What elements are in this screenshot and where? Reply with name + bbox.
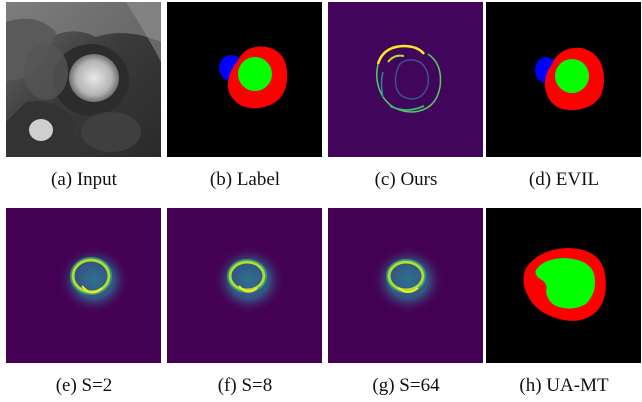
caption-a: (a) Input [51, 169, 117, 190]
panel-e-s2-image [6, 208, 161, 363]
panel-d-evil-image [486, 2, 641, 157]
caption-f: (f) S=8 [217, 375, 273, 396]
panel-a-input-image [6, 2, 161, 157]
panel-f-s8-image [167, 208, 322, 363]
caption-d: (d) EVIL [528, 169, 600, 190]
caption-c: (c) Ours [374, 169, 438, 190]
caption-h: (h) UA-MT [519, 375, 609, 396]
panel-h-ua-mt-image [486, 208, 641, 363]
panel-c-ours-image [328, 2, 483, 157]
caption-b: (b) Label [209, 169, 281, 190]
panel-g-s64-image [328, 208, 483, 363]
panel-b-label-image [167, 2, 322, 157]
caption-g: (g) S=64 [372, 375, 440, 396]
caption-e: (e) S=2 [55, 375, 113, 396]
